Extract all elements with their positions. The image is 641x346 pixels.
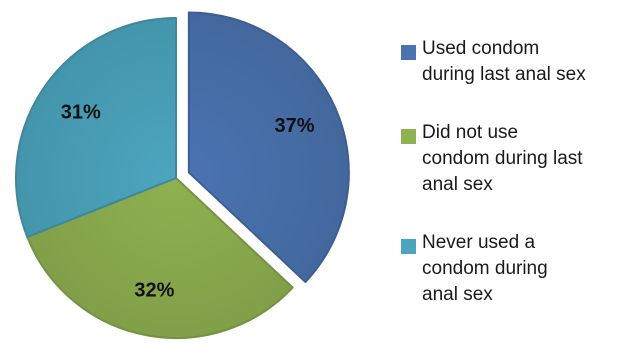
legend-label-did-not-use-line-1: Did not use bbox=[422, 122, 519, 143]
legend-label-did-not-use-line-3: anal sex bbox=[422, 174, 493, 195]
pie-slice-2 bbox=[15, 17, 177, 238]
legend-item-used-condom: Used condom during last anal sex bbox=[398, 36, 638, 88]
legend-label-used-condom-line-1: Used condom bbox=[422, 38, 540, 59]
legend-item-did-not-use: Did not use condom during last anal sex bbox=[398, 120, 638, 198]
legend-label-used-condom-line-2: during last anal sex bbox=[422, 64, 586, 85]
legend-label-never-used-line-3: anal sex bbox=[422, 284, 493, 305]
legend: Used condom during last anal sex Did not… bbox=[398, 36, 638, 308]
legend-label-did-not-use-line-2: condom during last bbox=[422, 148, 583, 169]
legend-swatch-did-not-use bbox=[401, 129, 416, 144]
pie-slice-1 bbox=[26, 177, 294, 339]
pie-chart-plot: 37% 32% 31% bbox=[15, 11, 350, 339]
legend-label-never-used-line-1: Never used a bbox=[422, 232, 536, 253]
slice-data-label-2: 31% bbox=[61, 102, 101, 124]
legend-swatch-used-condom bbox=[401, 45, 416, 60]
legend-swatch-never-used bbox=[401, 239, 416, 254]
legend-label-never-used-line-2: condom during bbox=[422, 258, 548, 279]
slice-data-label-0: 37% bbox=[275, 115, 315, 137]
legend-item-never-used: Never used a condom during anal sex bbox=[398, 230, 638, 308]
pie-slice-0 bbox=[187, 11, 350, 283]
slice-data-label-1: 32% bbox=[134, 279, 174, 301]
